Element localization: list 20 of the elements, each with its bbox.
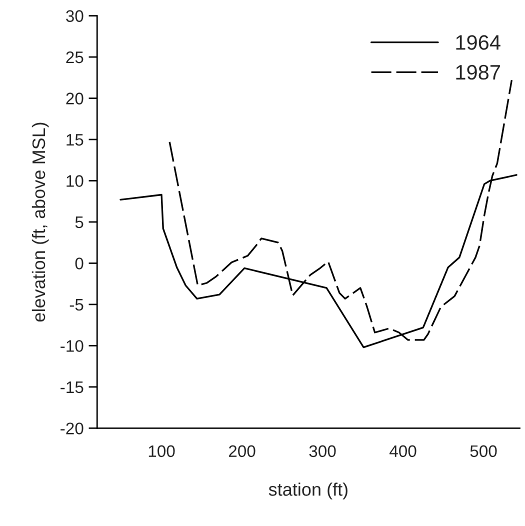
y-tick-label: 5 [75,216,84,228]
x-axis-title: station (ft) [268,482,348,500]
y-tick-label: -15 [60,382,84,394]
legend-label: 1987 [456,64,500,80]
y-tick-label: 0 [75,258,84,270]
x-tick-label: 100 [148,445,175,458]
y-tick-label: 10 [66,175,84,187]
y-tick-label: 20 [66,92,84,104]
y-tick-label: 15 [66,134,84,146]
legend-label: 1964 [456,35,500,50]
x-tick-label: 200 [228,445,256,458]
y-tick-label: 30 [66,10,84,22]
x-tick-label: 500 [470,445,497,458]
y-tick-label: -10 [60,340,84,352]
y-tick-label: -5 [70,299,84,311]
y-tick-label: 25 [66,51,84,64]
y-axis-title: elevation (ft, above MSL) [32,122,49,322]
x-tick-label: 400 [390,445,416,458]
x-tick-label: 300 [309,445,336,458]
y-tick-label: -20 [60,422,84,434]
